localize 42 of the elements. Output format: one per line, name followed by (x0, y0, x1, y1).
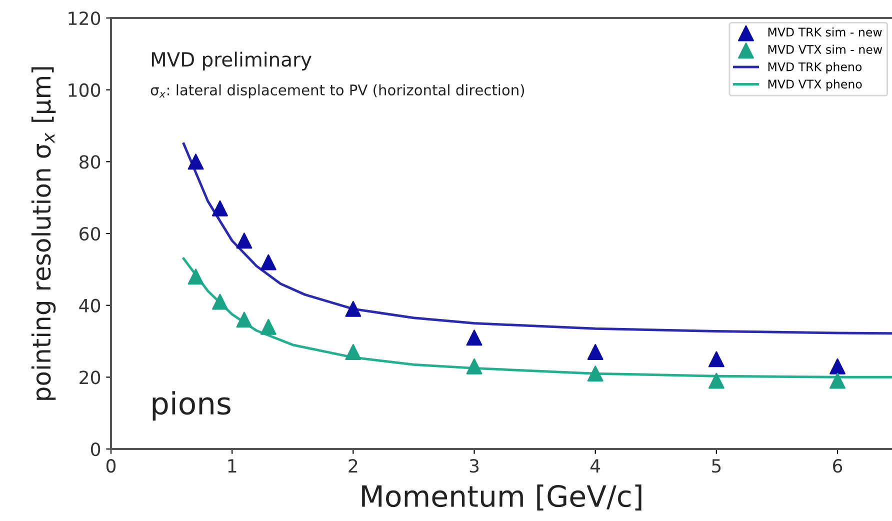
legend-label: MVD VTX sim - new (768, 44, 882, 54)
point (345, 344, 362, 360)
y-tick-label: 40 (79, 298, 100, 312)
point (260, 254, 276, 270)
x-tick-label: 0 (106, 459, 116, 473)
point (466, 330, 482, 346)
x-tick-label: 6 (833, 459, 842, 473)
y-tick-label: 20 (80, 370, 100, 384)
point (830, 372, 846, 389)
annotation: pions (152, 391, 230, 421)
x-axis-title: Momentum [GeV/c] (362, 484, 642, 511)
point (236, 232, 252, 249)
y-axis-title: pointing resolution σ$_{x}$ [µm] (31, 67, 56, 400)
point (466, 358, 482, 374)
x-tick-label: 3 (470, 459, 479, 473)
point (708, 372, 724, 389)
y-tick-label: 60 (80, 226, 100, 241)
point (345, 300, 362, 317)
y-tick-label: 80 (80, 155, 100, 169)
point (212, 200, 228, 216)
point (587, 344, 604, 360)
legend-label: MVD TRK pheno (768, 62, 862, 74)
x-tick-label: 5 (712, 459, 721, 473)
point (188, 268, 204, 285)
line-series (182, 142, 892, 335)
point (236, 312, 252, 328)
x-tick-label: 2 (348, 459, 358, 472)
annotation: MVD preliminary (152, 52, 312, 71)
annotation: σ$_{x}$: lateral displacement to PV (horizontal direction) (150, 84, 524, 98)
y-tick-label: 0 (90, 442, 100, 456)
point (188, 154, 204, 170)
point (260, 318, 276, 335)
point (587, 366, 604, 382)
x-tick-label: 1 (228, 459, 236, 472)
point (830, 358, 846, 374)
y-tick-label: 120 (68, 11, 100, 26)
x-tick-label: 4 (590, 459, 600, 472)
legend-label: MVD VTX pheno (768, 79, 862, 91)
y-tick-label: 100 (68, 83, 100, 97)
point (708, 351, 724, 368)
legend-label: MVD TRK sim - new (768, 27, 882, 37)
point (212, 294, 228, 310)
